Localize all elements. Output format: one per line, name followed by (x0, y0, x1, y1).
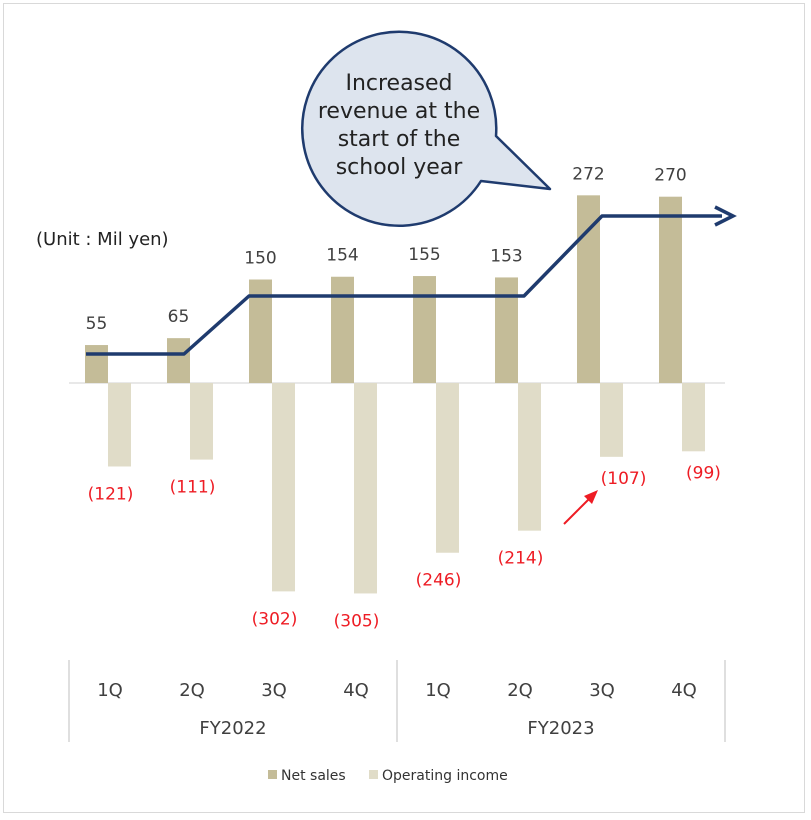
operating-income-bar (272, 383, 295, 592)
callout-text-line: start of the (338, 127, 461, 152)
operating-income-label: (111) (170, 478, 216, 498)
operating-income-bar (190, 383, 213, 460)
operating-income-label: (305) (334, 611, 380, 631)
quarter-tick-label: 3Q (261, 680, 287, 701)
callout-text-line: Increased (345, 71, 452, 96)
legend-label-operating-income: Operating income (382, 768, 508, 784)
trend-line (86, 214, 722, 356)
operating-income-label: (99) (686, 463, 721, 483)
operating-income-bar (108, 383, 131, 467)
chart-svg: 55 (121) 65 (111) 150 (302) 154 (305) 155 (246) 15… (36, 30, 737, 784)
operating-income-label: (246) (416, 571, 462, 591)
net-sales-bar (659, 196, 682, 383)
operating-income-label: (121) (88, 484, 134, 504)
operating-income-bar (682, 383, 705, 452)
fiscal-year-label: FY2022 (199, 718, 266, 739)
operating-income-bar (436, 383, 459, 553)
net-sales-label: 272 (572, 164, 604, 184)
highlight-arrow-head (584, 490, 598, 504)
operating-income-bar (600, 383, 623, 457)
legend-swatch-operating-income (369, 770, 378, 779)
net-sales-bar (249, 279, 272, 383)
net-sales-bar (495, 277, 518, 383)
fiscal-year-label: FY2023 (527, 718, 594, 739)
net-sales-label: 155 (408, 245, 440, 265)
net-sales-label: 270 (654, 166, 686, 186)
quarter-tick-label: 1Q (97, 680, 123, 701)
net-sales-bar (85, 345, 108, 383)
unit-label: (Unit : Mil yen) (36, 229, 169, 250)
quarter-tick-label: 1Q (425, 680, 451, 701)
quarter-tick-label: 2Q (179, 680, 205, 701)
operating-income-label: (302) (252, 609, 298, 629)
net-sales-bar (331, 276, 354, 383)
quarter-tick-label: 3Q (589, 680, 615, 701)
legend-label-net-sales: Net sales (281, 768, 346, 784)
net-sales-bar (577, 195, 600, 383)
net-sales-label: 65 (168, 307, 190, 327)
quarter-tick-label: 4Q (343, 680, 369, 701)
net-sales-label: 55 (86, 314, 108, 334)
net-sales-label: 153 (490, 246, 522, 266)
operating-income-bar (518, 383, 541, 531)
operating-income-label: (107) (601, 469, 647, 489)
callout-bubble (301, 30, 552, 228)
quarter-tick-label: 4Q (671, 680, 697, 701)
callout-text-line: revenue at the (318, 99, 480, 124)
callout-text-line: school year (336, 155, 464, 180)
net-sales-label: 150 (244, 249, 276, 269)
net-sales-bar (167, 338, 190, 383)
quarter-tick-label: 2Q (507, 680, 533, 701)
highlight-arrow-line (563, 498, 590, 525)
trend-arrowhead (714, 205, 737, 227)
net-sales-label: 154 (326, 246, 358, 266)
legend-swatch-net-sales (268, 770, 277, 779)
operating-income-label: (214) (498, 549, 544, 569)
net-sales-bar (413, 276, 436, 383)
operating-income-bar (354, 383, 377, 594)
chart-frame: 55 (121) 65 (111) 150 (302) 154 (305) 155 (246) 15… (3, 3, 805, 813)
